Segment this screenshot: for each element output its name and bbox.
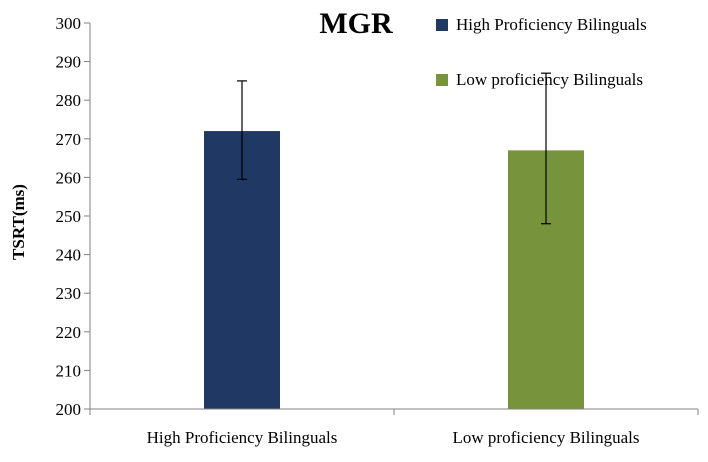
y-tick-label: 210 xyxy=(56,361,82,380)
legend-swatch xyxy=(436,74,448,86)
y-tick-label: 220 xyxy=(56,323,82,342)
y-axis: 200 210 220 230 240 250 260 270 280 290 300 xyxy=(56,14,91,419)
y-tick-label: 240 xyxy=(56,246,82,265)
legend-entry: Low proficiency Bilinguals xyxy=(436,70,643,89)
x-category-label: High Proficiency Bilinguals xyxy=(147,428,338,447)
y-tick-label: 200 xyxy=(56,400,82,419)
legend-label: High Proficiency Bilinguals xyxy=(456,15,647,34)
y-tick-label: 260 xyxy=(56,168,82,187)
legend-label: Low proficiency Bilinguals xyxy=(456,70,643,89)
error-bar xyxy=(541,72,551,225)
error-bar xyxy=(237,80,247,180)
y-tick-label: 250 xyxy=(56,207,82,226)
legend-entry: High Proficiency Bilinguals xyxy=(436,15,647,34)
legend: High Proficiency Bilinguals Low proficien… xyxy=(436,15,647,89)
y-tick-label: 290 xyxy=(56,53,82,72)
error-bars xyxy=(237,72,551,225)
y-tick-label: 270 xyxy=(56,130,82,149)
bars xyxy=(204,131,584,409)
y-axis-label: TSRT(ms) xyxy=(9,184,28,260)
x-category-label: Low proficiency Bilinguals xyxy=(453,428,640,447)
y-tick-label: 230 xyxy=(56,284,82,303)
y-tick-label: 280 xyxy=(56,91,82,110)
legend-swatch xyxy=(436,19,448,31)
y-tick-label: 300 xyxy=(56,14,82,33)
chart-title: MGR xyxy=(319,7,393,40)
x-axis: High Proficiency Bilinguals Low proficien… xyxy=(89,408,699,447)
